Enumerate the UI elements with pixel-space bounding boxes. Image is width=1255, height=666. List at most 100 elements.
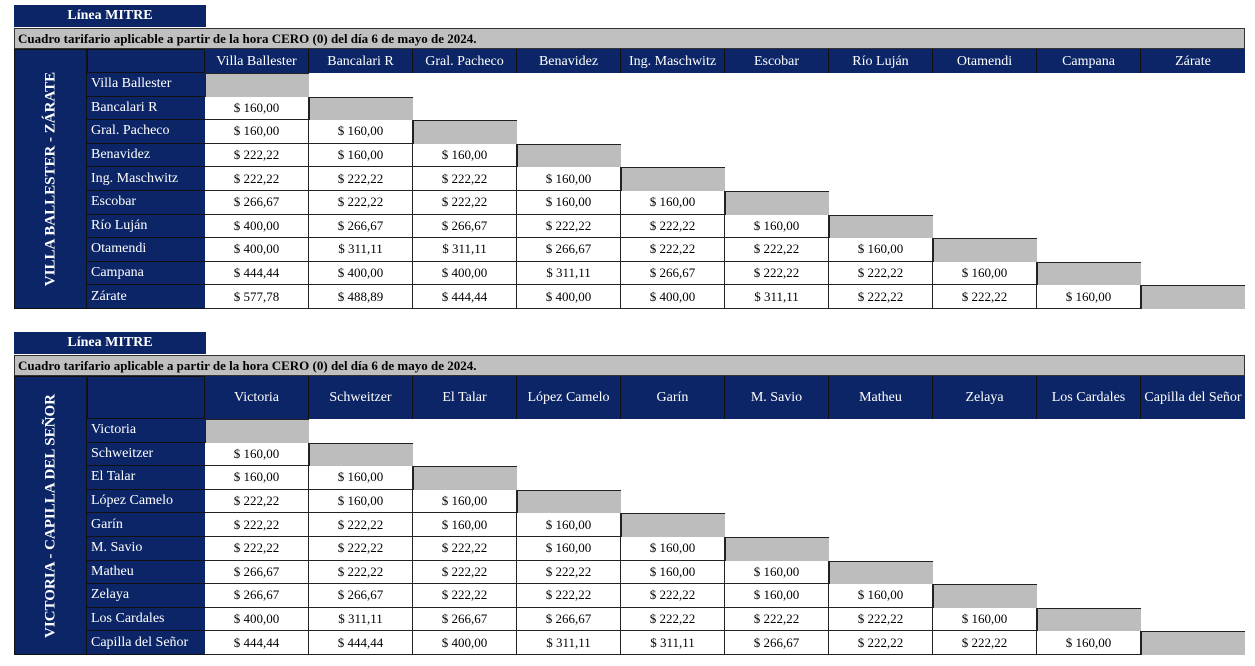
fare-cell: $ 160,00	[517, 167, 621, 191]
row-header: Bancalari R	[87, 96, 205, 121]
diagonal-cell	[517, 489, 621, 514]
fare-cell: $ 266,67	[205, 560, 309, 585]
fare-cell: $ 266,67	[413, 607, 517, 632]
fare-cell: $ 400,00	[621, 285, 725, 309]
fare-table: Línea MITRE Cuadro tarifario aplicable a …	[14, 5, 1245, 335]
diagonal-cell	[933, 584, 1037, 608]
fare-cell: $ 222,22	[829, 285, 933, 309]
fare-cell: $ 160,00	[725, 214, 829, 239]
column-header: Ing. Maschwitz	[621, 49, 725, 73]
fare-cell: $ 266,67	[205, 191, 309, 215]
fare-cell: $ 222,22	[413, 167, 517, 191]
row-header: Escobar	[87, 191, 205, 215]
column-header: Victoria	[205, 376, 309, 419]
fare-cell: $ 160,00	[205, 96, 309, 121]
fare-cell: $ 222,22	[517, 584, 621, 608]
fare-cell: $ 222,22	[205, 489, 309, 514]
fare-cell: $ 160,00	[309, 489, 413, 514]
fare-cell: $ 222,22	[413, 537, 517, 561]
column-header: Los Cardales	[1037, 376, 1141, 419]
header-corner	[87, 376, 205, 419]
row-header: Campana	[87, 261, 205, 286]
fare-cell: $ 160,00	[725, 584, 829, 608]
fare-cell: $ 400,00	[205, 214, 309, 239]
fare-cell: $ 222,22	[309, 167, 413, 191]
fare-cell: $ 222,22	[309, 537, 413, 561]
row-header: El Talar	[87, 466, 205, 490]
column-header: Escobar	[725, 49, 829, 73]
diagonal-cell	[725, 537, 829, 561]
diagonal-cell	[309, 442, 413, 467]
row-header: Los Cardales	[87, 607, 205, 632]
fare-cell: $ 400,00	[205, 238, 309, 262]
fare-cell: $ 222,22	[205, 513, 309, 537]
fare-cell: $ 160,00	[621, 191, 725, 215]
row-header: Schweitzer	[87, 442, 205, 467]
fare-cell: $ 160,00	[205, 466, 309, 490]
column-header: Capilla del Señor	[1141, 376, 1245, 419]
row-header: Zelaya	[87, 584, 205, 608]
fare-cell: $ 222,22	[725, 607, 829, 632]
fare-cell: $ 400,00	[205, 607, 309, 632]
fare-cell: $ 160,00	[413, 143, 517, 168]
fare-cell: $ 222,22	[621, 214, 725, 239]
fare-cell: $ 160,00	[205, 442, 309, 467]
branch-label: VICTORIA - CAPILLA DEL SEÑOR	[14, 376, 87, 655]
fare-cell: $ 222,22	[309, 560, 413, 585]
fare-cell: $ 160,00	[725, 560, 829, 585]
fare-cell: $ 160,00	[309, 120, 413, 144]
diagonal-cell	[413, 120, 517, 144]
row-header: Garín	[87, 513, 205, 537]
diagonal-cell	[621, 513, 725, 537]
diagonal-cell	[829, 560, 933, 585]
fare-cell: $ 577,78	[205, 285, 309, 309]
fare-cell: $ 160,00	[829, 584, 933, 608]
diagonal-cell	[829, 214, 933, 239]
fare-cell: $ 222,22	[205, 537, 309, 561]
line-title: Línea MITRE	[14, 5, 206, 27]
row-header: Matheu	[87, 560, 205, 585]
fare-cell: $ 222,22	[933, 631, 1037, 655]
column-header: Garín	[621, 376, 725, 419]
diagonal-cell	[1141, 631, 1245, 655]
fare-cell: $ 160,00	[517, 513, 621, 537]
branch-label-text: VICTORIA - CAPILLA DEL SEÑOR	[42, 393, 58, 638]
diagonal-cell	[621, 167, 725, 191]
fare-cell: $ 311,11	[725, 285, 829, 309]
fare-cell: $ 400,00	[517, 285, 621, 309]
row-header: M. Savio	[87, 537, 205, 561]
fare-cell: $ 311,11	[309, 607, 413, 632]
diagonal-cell	[309, 96, 413, 121]
fare-cell: $ 160,00	[413, 489, 517, 514]
fare-cell: $ 488,89	[309, 285, 413, 309]
line-title: Línea MITRE	[14, 332, 206, 354]
fare-cell: $ 222,22	[725, 261, 829, 286]
fare-cell: $ 160,00	[517, 537, 621, 561]
fare-cell: $ 222,22	[933, 285, 1037, 309]
column-header: M. Savio	[725, 376, 829, 419]
diagonal-cell	[1037, 261, 1141, 286]
column-header: Río Luján	[829, 49, 933, 73]
row-header: López Camelo	[87, 489, 205, 514]
diagonal-cell	[1141, 285, 1245, 309]
fare-cell: $ 311,11	[517, 261, 621, 286]
row-header: Río Luján	[87, 214, 205, 239]
fare-cell: $ 160,00	[621, 537, 725, 561]
fare-cell: $ 222,22	[309, 191, 413, 215]
header-corner	[87, 49, 205, 73]
fare-cell: $ 266,67	[413, 214, 517, 239]
column-header: Zelaya	[933, 376, 1037, 419]
column-header: Villa Ballester	[205, 49, 309, 73]
fare-cell: $ 266,67	[725, 631, 829, 655]
fare-cell: $ 222,22	[621, 584, 725, 608]
column-header: Otamendi	[933, 49, 1037, 73]
fare-cell: $ 160,00	[933, 261, 1037, 286]
diagonal-cell	[205, 419, 309, 443]
fare-cell: $ 444,44	[205, 261, 309, 286]
diagonal-cell	[413, 466, 517, 490]
fare-cell: $ 160,00	[1037, 285, 1141, 309]
fare-cell: $ 222,22	[205, 143, 309, 168]
fare-cell: $ 222,22	[829, 631, 933, 655]
fare-cell: $ 311,11	[309, 238, 413, 262]
fare-cell: $ 400,00	[413, 261, 517, 286]
